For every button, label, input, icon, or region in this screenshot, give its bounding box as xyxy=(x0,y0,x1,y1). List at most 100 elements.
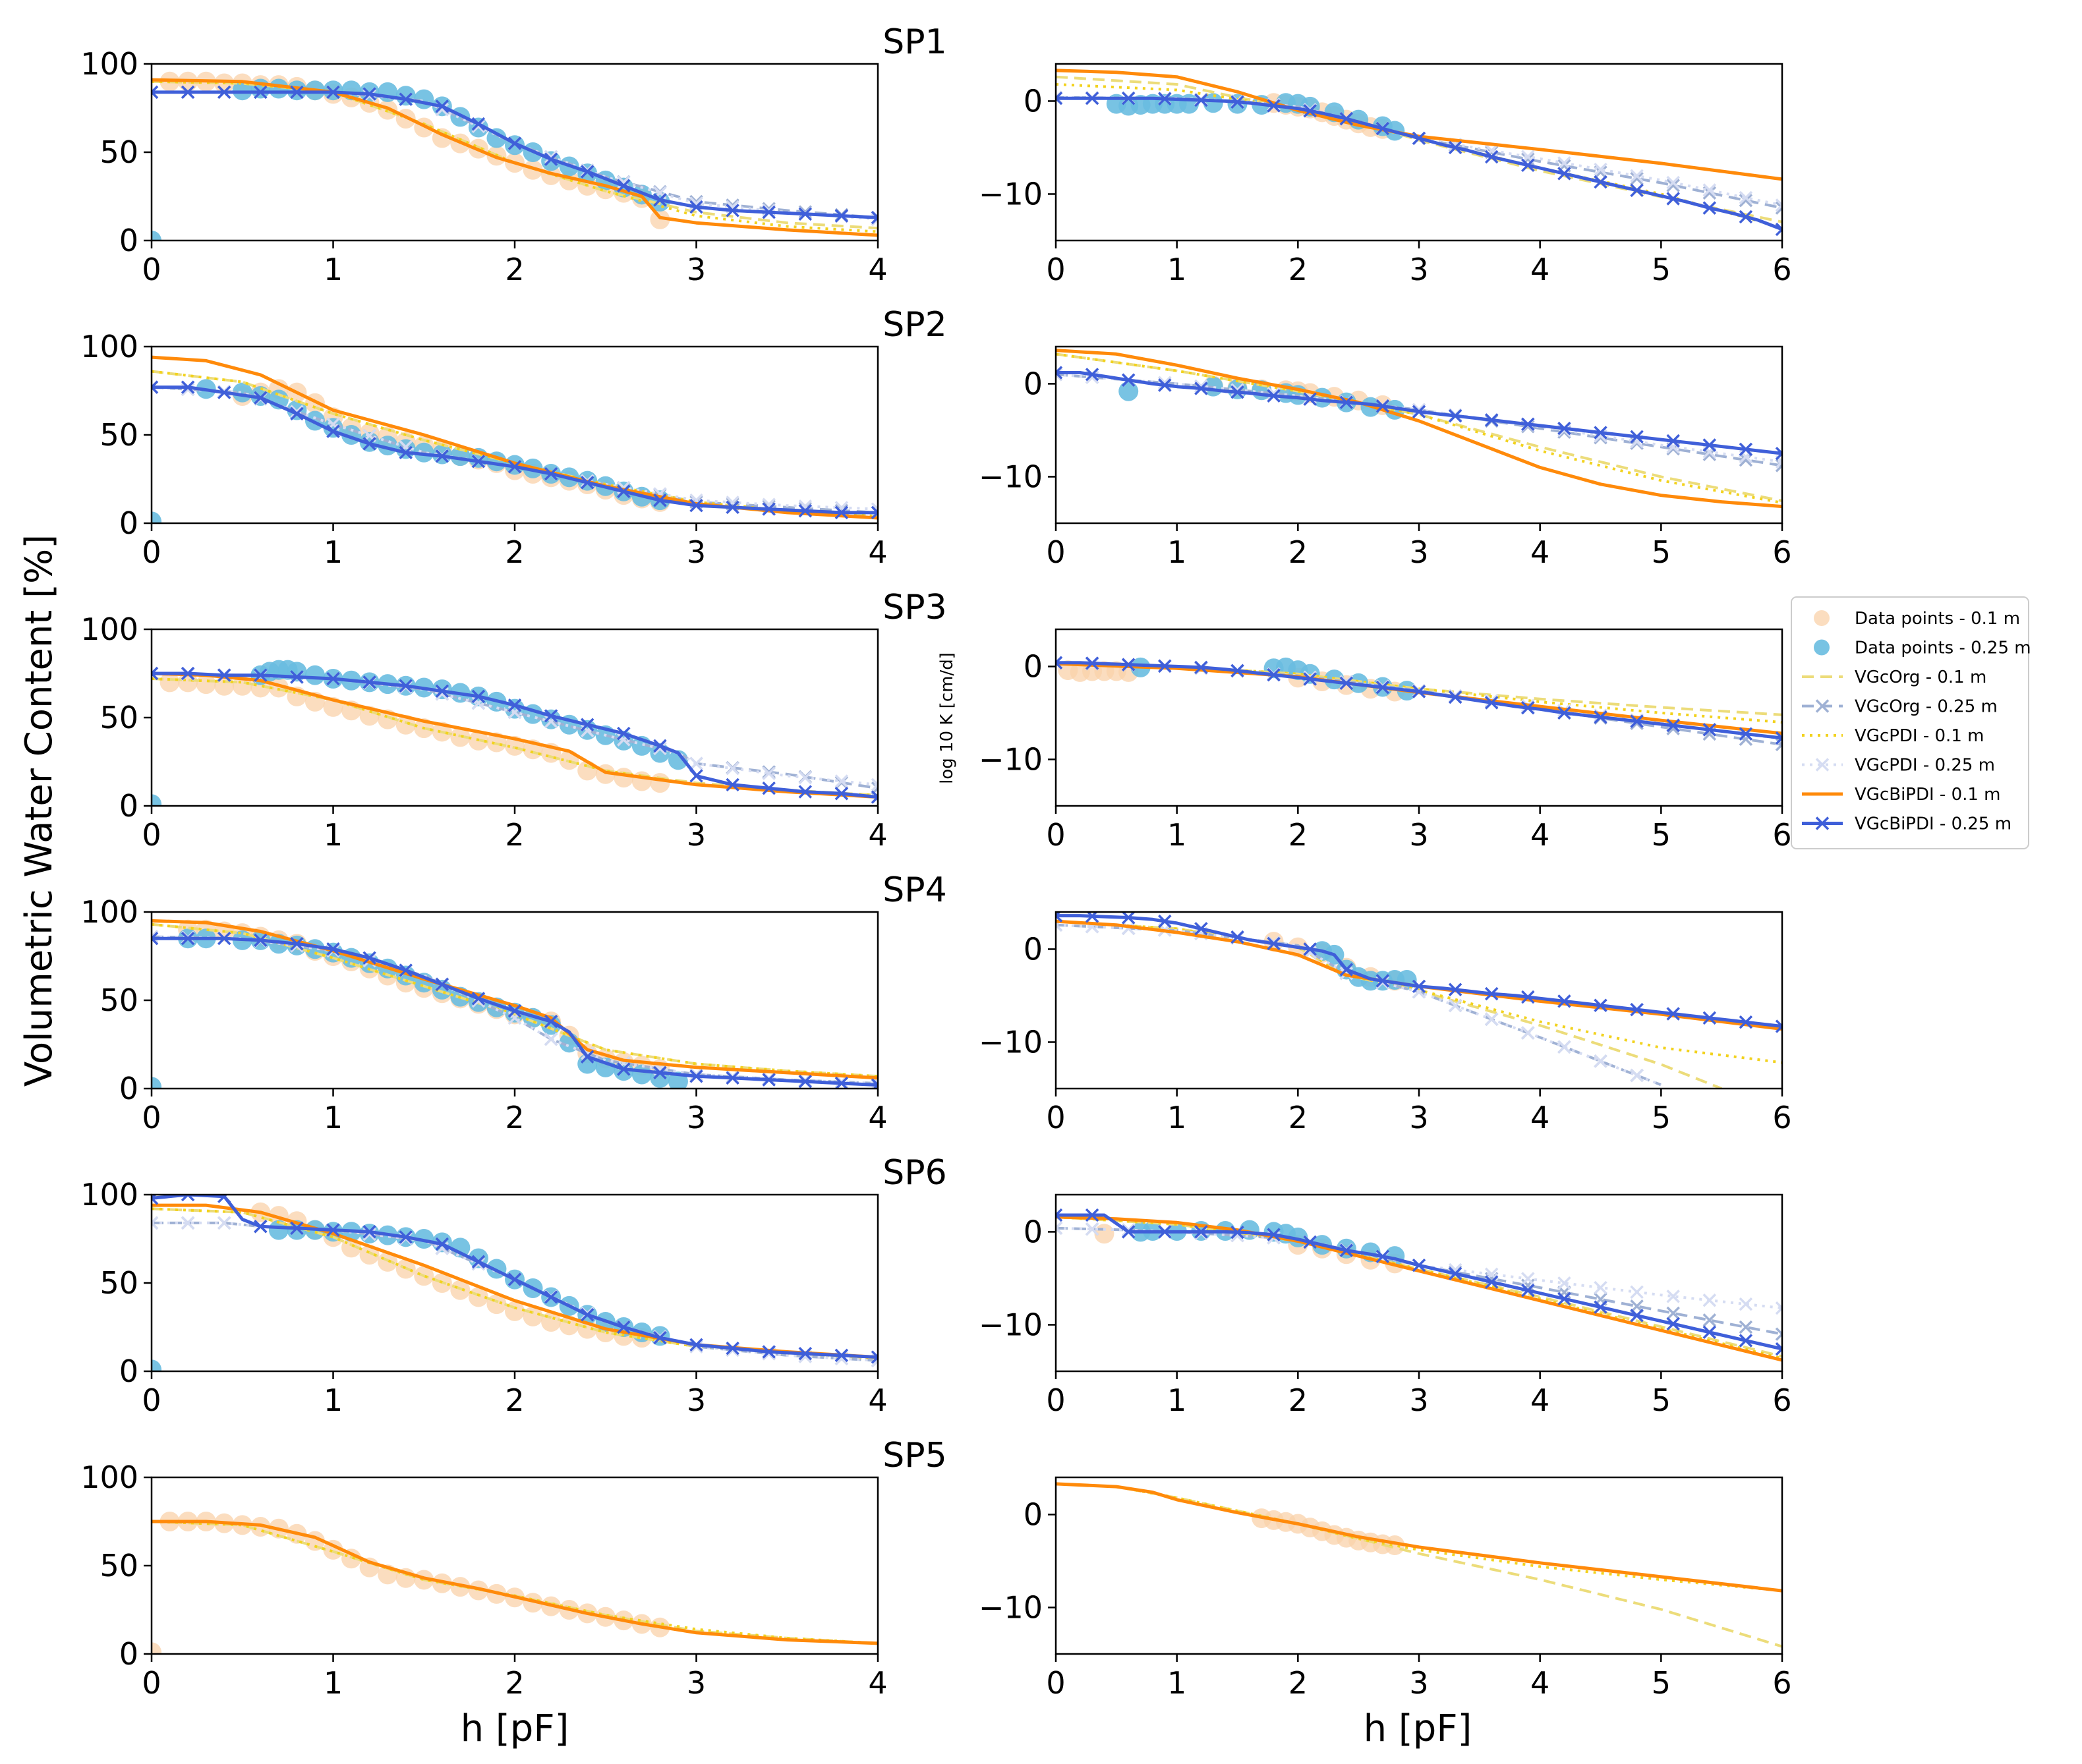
SP6-retention-vgcbipdi_025-marker xyxy=(326,1223,340,1237)
SP1-conductivity-vgcbipdi_025-marker xyxy=(1739,210,1753,224)
SP4-conductivity-vgcbipdi_025-marker xyxy=(1121,912,1136,925)
SP4-conductivity-vgcbipdi_025-marker xyxy=(1375,974,1390,988)
SP6-retention-vgcbipdi_025-marker xyxy=(471,1255,486,1269)
SP6-retention-vgcbipdi_025-marker xyxy=(762,1345,776,1359)
y-tick-label: 0 xyxy=(1024,366,1043,401)
SP1-conductivity-vgcbipdi_025-marker xyxy=(1702,201,1717,215)
SP3-conductivity-vgcbipdi_025-marker xyxy=(1230,664,1244,678)
SP3-retention-vgcbipdi_025-marker xyxy=(726,778,739,792)
SP4-conductivity-vgcbipdi_01-line xyxy=(1056,919,1782,1031)
SP3-conductivity-vgcbipdi_025-marker xyxy=(1121,658,1136,671)
x-tick-label: 4 xyxy=(1530,817,1549,853)
SP1-conductivity-vgcbipdi_025-marker xyxy=(1267,99,1281,113)
SP3-retention-vgcbipdi_025-marker xyxy=(580,718,594,731)
SP6-conductivity-vgcpdi_025-marker xyxy=(1666,1290,1680,1303)
legend-entry-vgcbipdi_01: VGcBiPDI - 0.1 m xyxy=(1802,785,2001,805)
SP1-retention-vgcpdi_025-marker xyxy=(762,204,776,217)
SP4-conductivity-vgcbipdi_025-marker xyxy=(1412,979,1426,994)
SP5-conductivity-series xyxy=(1056,1482,1782,1648)
x-tick-label: 1 xyxy=(1167,252,1186,287)
SP1-retention-vgcbipdi_025-marker xyxy=(254,85,268,100)
SP1-retention-vgcbipdi_025-marker xyxy=(362,87,376,101)
SP5-conductivity-frame xyxy=(1055,1476,1783,1655)
SP2-conductivity-vgcbipdi_025-marker xyxy=(1702,438,1717,452)
x-tick-label: 1 xyxy=(1167,534,1186,570)
SP6-retention-series xyxy=(152,1195,878,1371)
SP2-retention-vgcbipdi_025-marker xyxy=(326,424,340,438)
legend-label: VGcBiPDI - 0.1 m xyxy=(1855,785,2001,805)
SP4-conductivity-vgcbipdi_025-marker xyxy=(1230,930,1244,944)
SP2-conductivity-vgcbipdi_025-marker xyxy=(1194,382,1208,395)
SP4-retention-vgcbipdi_025-marker xyxy=(435,977,449,992)
SP1-retention-data_01-point-20 xyxy=(523,159,543,180)
SP2-conductivity-vgcbipdi_025-marker xyxy=(1448,409,1462,423)
SP2-retention-vgcbipdi_025-marker xyxy=(544,467,558,481)
SP4-retention-vgcbipdi_025-marker xyxy=(290,937,304,951)
x-tick-label: 5 xyxy=(1652,817,1671,853)
SP2-conductivity-vgcorg_025-marker xyxy=(1739,453,1753,467)
SP4-retention-vgcbipdi_025-marker xyxy=(798,1075,813,1089)
legend-entry-vgcpdi_025: VGcPDI - 0.25 m xyxy=(1802,756,1995,776)
SP1-retention-vgcbipdi_025-marker xyxy=(544,152,558,166)
y-tick-label: 100 xyxy=(80,612,138,647)
SP4-retention-vgcbipdi_025-marker xyxy=(871,1078,878,1089)
x-axis-label-retention: h [pF] xyxy=(461,1707,569,1750)
SP6-conductivity-vgcbipdi_025-marker xyxy=(1775,1342,1782,1356)
SP6-conductivity-vgcbipdi_025-marker xyxy=(1521,1284,1535,1297)
x-tick-label: 2 xyxy=(1288,534,1308,570)
SP1-conductivity-vgcpdi_025-marker xyxy=(1739,190,1753,205)
legend-entry-data_01: Data points - 0.1 m xyxy=(1814,609,2020,629)
SP2-conductivity-vgcbipdi_025-marker xyxy=(1303,392,1317,406)
SP1-retention-vgcbipdi_025-marker xyxy=(798,207,813,221)
x-tick-label: 4 xyxy=(868,1100,887,1135)
SP3-conductivity-vgcbipdi_025-marker xyxy=(1702,723,1717,737)
x-tick-label: 4 xyxy=(868,1382,887,1418)
SP4-conductivity-vgcbipdi_025-marker xyxy=(1594,998,1607,1012)
SP2-retention-vgcbipdi_025-marker xyxy=(181,380,195,394)
SP6-retention-vgcbipdi_025-marker xyxy=(689,1338,703,1352)
legend-entry-data_025: Data points - 0.25 m xyxy=(1814,639,2031,658)
SP6-retention-data_025-point-0 xyxy=(152,1359,161,1371)
SP4-conductivity-vgcbipdi_025-marker xyxy=(1666,1007,1680,1021)
SP5-retention-data_01-point-0 xyxy=(152,1642,161,1654)
panel-title-SP4: SP4 xyxy=(882,870,946,910)
SP2-conductivity-vgcbipdi_025-marker xyxy=(1121,373,1136,387)
SP6-retention-vgcbipdi_025-marker xyxy=(290,1221,304,1236)
SP2-conductivity-vgcbipdi_025-marker xyxy=(1056,366,1063,380)
panel-title-SP2: SP2 xyxy=(882,305,946,345)
SP3-conductivity-vgcbipdi_025-marker xyxy=(1521,700,1535,715)
SP6-conductivity-vgcorg_01-line xyxy=(1056,1215,1782,1358)
SP1-retention-vgcbipdi_025-marker xyxy=(399,92,413,106)
SP4-conductivity-axes: 0 1 2 3 4 5 6 −10 0 xyxy=(979,911,1792,1135)
y-tick-label: 0 xyxy=(1024,1496,1043,1532)
SP1-retention-data_025-point-15 xyxy=(486,128,507,148)
x-tick-label: 4 xyxy=(868,252,887,287)
y-tick-label: 0 xyxy=(1024,1214,1043,1249)
x-tick-label: 1 xyxy=(1167,1100,1186,1135)
SP3-retention-vgcbipdi_025-marker xyxy=(871,790,878,804)
SP1-retention-vgcpdi_025-marker xyxy=(871,212,878,227)
SP6-retention-vgcpdi_025-marker xyxy=(181,1216,195,1230)
SP3-conductivity-vgcbipdi_025-marker xyxy=(1630,714,1644,728)
SP2-retention-vgcpdi_025-marker xyxy=(181,382,195,397)
SP4-retention-vgcpdi_025-marker xyxy=(152,930,159,944)
SP1-conductivity-vgcbipdi_025-marker xyxy=(1339,111,1354,126)
SP6-conductivity-vgcpdi_025-marker xyxy=(1056,1221,1063,1236)
x-tick-label: 5 xyxy=(1652,534,1671,570)
SP4-retention-vgcbipdi_025-marker xyxy=(726,1071,739,1085)
SP3-conductivity-vgcbipdi_025-marker xyxy=(1085,656,1099,670)
SP6-retention-vgcbipdi_025-marker xyxy=(798,1346,813,1361)
SP6-retention-vgcbipdi_025-marker xyxy=(254,1220,268,1234)
SP3-conductivity-vgcbipdi_025-marker xyxy=(1666,718,1680,733)
SP1-retention-vgcbipdi_025-marker xyxy=(689,200,703,214)
SP6-conductivity-vgcpdi_025-marker xyxy=(1702,1294,1717,1307)
SP1-conductivity-vgcbipdi_025-marker xyxy=(1521,158,1535,172)
SP3-retention-vgcbipdi_025-marker xyxy=(181,666,195,681)
SP2-retention-vgcbipdi_025-marker xyxy=(254,391,268,405)
x-tick-label: 3 xyxy=(687,817,706,853)
SP1-retention-vgcbipdi_025-marker xyxy=(507,136,522,150)
SP6-conductivity-vgcbipdi_025-marker xyxy=(1085,1208,1099,1222)
SP5-retention-series xyxy=(152,1512,878,1654)
SP6-retention-vgcbipdi_025-line xyxy=(152,1195,878,1359)
SP2-retention-vgcbipdi_025-marker xyxy=(290,407,304,421)
